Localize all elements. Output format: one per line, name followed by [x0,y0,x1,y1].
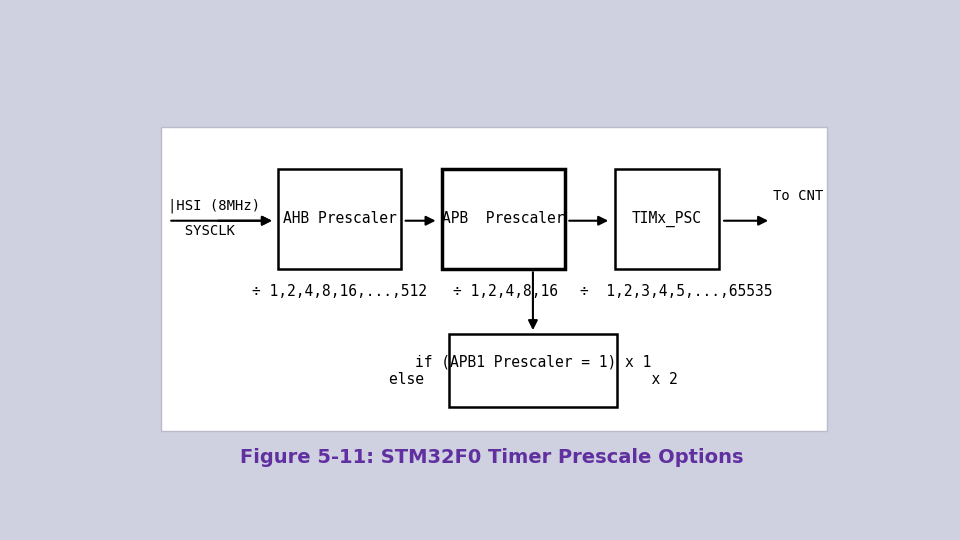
Text: AHB Prescaler: AHB Prescaler [282,211,396,226]
Text: ÷ 1,2,4,8,16,...,512: ÷ 1,2,4,8,16,...,512 [252,284,427,299]
FancyBboxPatch shape [161,127,827,431]
FancyBboxPatch shape [278,168,401,268]
FancyBboxPatch shape [449,334,616,407]
Text: ÷ 1,2,4,8,16: ÷ 1,2,4,8,16 [453,284,558,299]
FancyBboxPatch shape [614,168,719,268]
Text: Figure 5-11: STM32F0 Timer Prescale Options: Figure 5-11: STM32F0 Timer Prescale Opti… [240,448,744,467]
Text: SYSCLK: SYSCLK [168,224,235,238]
FancyBboxPatch shape [442,168,564,268]
Text: TIMx_PSC: TIMx_PSC [632,211,702,227]
Text: APB  Prescaler: APB Prescaler [442,211,564,226]
Text: |HSI (8MHz): |HSI (8MHz) [168,199,260,213]
Text: ÷  1,2,3,4,5,...,65535: ÷ 1,2,3,4,5,...,65535 [580,284,773,299]
Text: To CNT: To CNT [773,189,824,203]
Text: if (APB1 Prescaler = 1) x 1
else                          x 2: if (APB1 Prescaler = 1) x 1 else x 2 [389,354,678,387]
